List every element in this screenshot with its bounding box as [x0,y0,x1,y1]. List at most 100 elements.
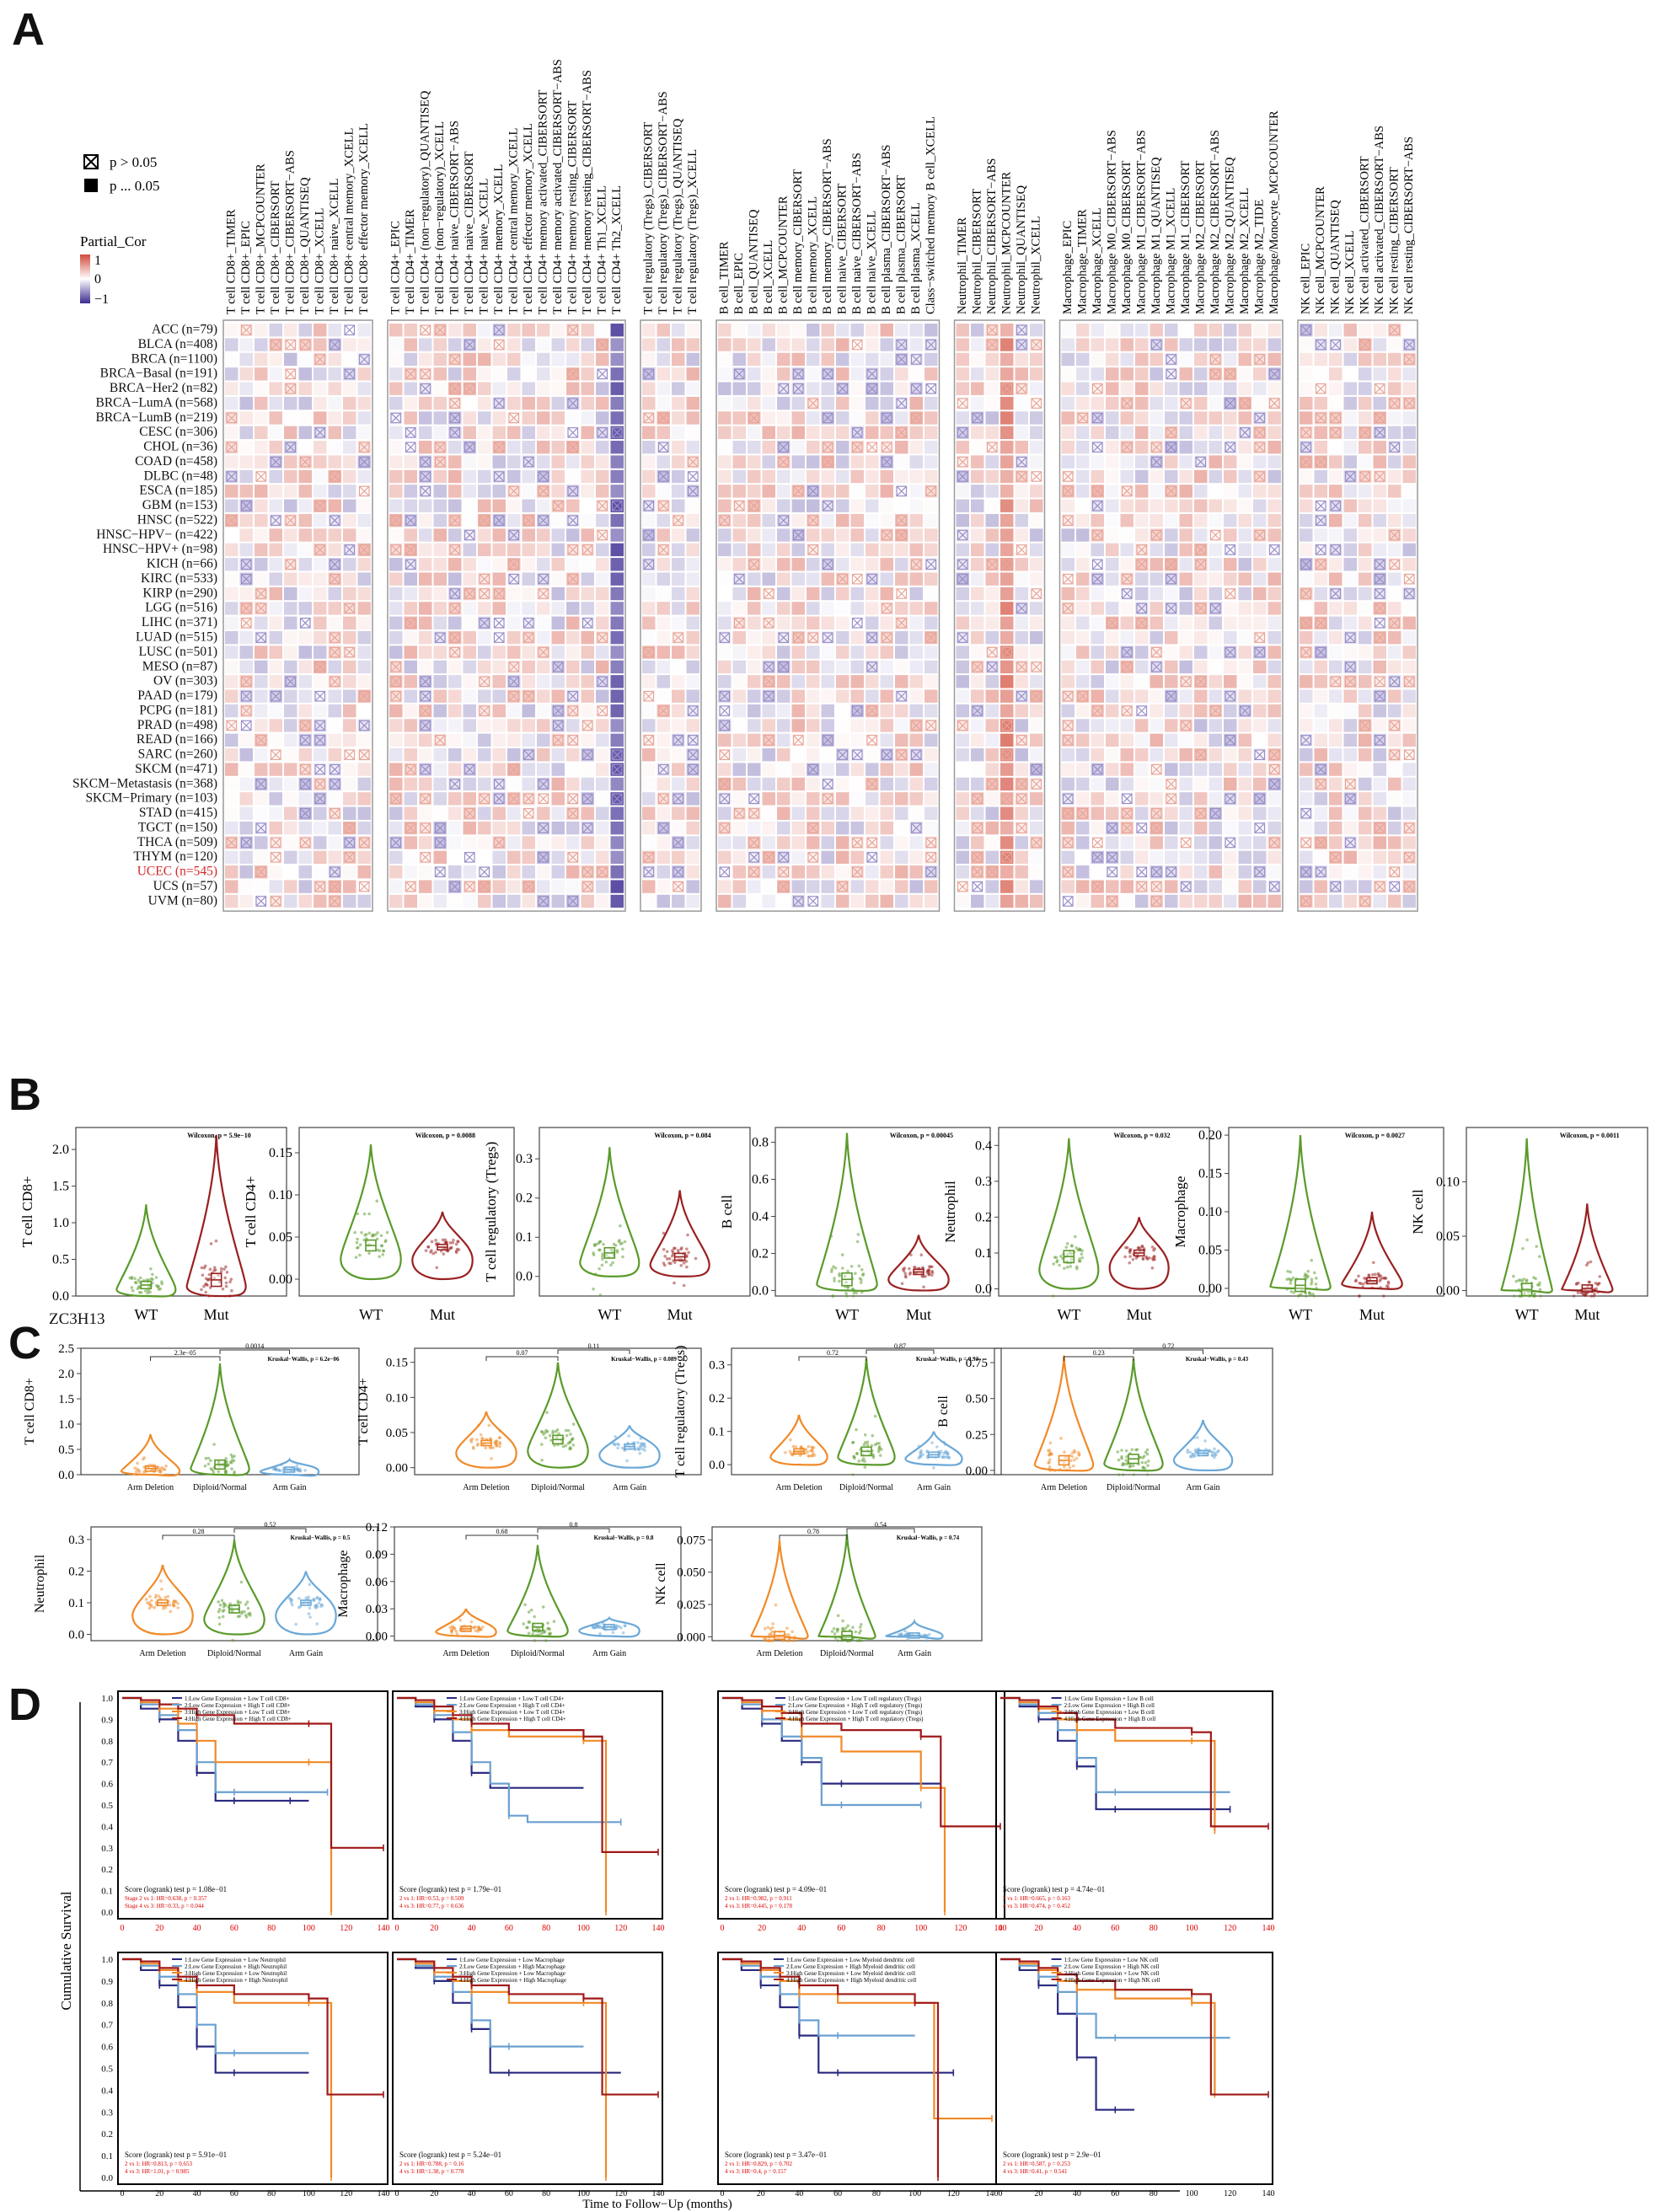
row-label: UVM (n=80) [148,893,217,908]
heatmap-cell [1359,792,1372,806]
heatmap-cell [522,485,535,498]
heatmap-cell [1135,586,1149,601]
heatmap-cell [404,719,417,732]
heatmap-cell [492,733,506,747]
heatmap-cell [777,894,790,908]
heatmap-cell [1015,572,1028,586]
heatmap-cell [1076,630,1090,645]
column-label: B cell memory_XCELL [806,196,819,314]
heatmap-cell [1300,485,1313,498]
heatmap-cell [522,602,535,615]
heatmap-cell [507,352,521,367]
category-label: Arm Gain [1186,1483,1219,1492]
heatmap-cell [566,499,580,512]
heatmap-cell [1359,602,1372,615]
heatmap-cell [1194,660,1208,674]
column-label: B cell memory_CIBERSORT [791,169,805,314]
heatmap-cell [389,748,403,762]
x-tick-label: 140 [652,2189,665,2199]
heatmap-cell [971,426,984,440]
row-label: THCA (n=509) [137,835,217,849]
heatmap-cell [284,324,297,337]
heatmap-cell [1300,396,1313,410]
hr-stat: 2 vs 1: HR=0.829, p = 0.702 [725,2161,793,2167]
heatmap-cell [1091,616,1104,629]
column-label: Neutrophil_MCPCOUNTER [999,172,1013,315]
heatmap-cell [895,382,908,395]
heatmap-cell [732,426,746,440]
heatmap-cell [1165,748,1178,762]
row-label: LIHC (n=371) [142,615,217,629]
heatmap-cell [1343,367,1357,381]
heatmap-cell [581,645,594,659]
heatmap-cell [1120,367,1133,381]
heatmap-cell [225,586,238,601]
x-tick-label: 60 [1111,2189,1119,2199]
y-tick-label: 0.1 [709,1426,725,1439]
heatmap-cell [1253,689,1267,703]
heatmap-cell [389,324,403,337]
heatmap-cell [672,704,685,718]
heatmap-cell [1000,660,1014,674]
heatmap-cell [478,528,491,542]
heatmap-cell [269,719,282,732]
y-tick-label: 0.0 [752,1283,769,1298]
heatmap-cell [909,586,923,601]
heatmap-cell [924,675,938,688]
heatmap-group-frame [1058,319,1284,912]
heatmap-cell [269,865,282,879]
heatmap-cell [686,528,699,542]
row-label: DLBC (n=48) [143,469,217,483]
heatmap-cell [686,426,699,440]
heatmap-cell [718,396,732,410]
heatmap-cell [537,441,550,454]
heatmap-cell [971,719,984,732]
heatmap-cell [551,338,565,351]
heatmap-cell [1061,748,1075,762]
heatmap-cell [1359,382,1372,395]
heatmap-cell [1388,645,1401,659]
heatmap-cell [791,880,805,893]
heatmap-grid [222,319,1418,912]
heatmap-cell [1000,528,1014,542]
heatmap-cell [1329,396,1342,410]
heatmap-cell [1402,441,1416,454]
heatmap-cell [284,748,297,762]
pairwise-p: 0.68 [496,1528,508,1535]
heatmap-cell [255,324,268,337]
heatmap-cell [433,411,447,425]
heatmap-cell [551,777,565,791]
heatmap-cell [1359,324,1372,337]
heatmap-cell [255,367,268,381]
heatmap-cell [850,675,864,688]
heatmap-cell [1209,777,1222,791]
heatmap-cell [1061,396,1075,410]
heatmap-cell [1300,850,1313,865]
heatmap-cell [1388,836,1401,849]
heatmap-cell [492,645,506,659]
heatmap-cell [239,411,253,425]
heatmap-cell [225,499,238,512]
heatmap-cell [971,616,984,629]
heatmap-cell [537,719,550,732]
heatmap-cell [1238,880,1251,893]
heatmap-cell [596,572,609,586]
heatmap-cell [314,455,327,469]
heatmap-cell [284,733,297,747]
heatmap-cell [492,821,506,835]
heatmap-cell [522,499,535,512]
heatmap-cell [389,821,403,835]
row-label: BRCA−LumB (n=219) [95,410,217,425]
heatmap-cell [836,792,849,806]
heatmap-cell [895,719,908,732]
y-axis-label: B cell [936,1395,951,1427]
heatmap-cell [1314,528,1327,542]
heatmap-cell [762,352,775,367]
heatmap-cell [850,630,864,645]
heatmap-cell [551,485,565,498]
heatmap-cell [836,675,849,688]
heatmap-cell [1000,485,1014,498]
heatmap-cell [909,513,923,528]
heatmap-cell [1359,455,1372,469]
